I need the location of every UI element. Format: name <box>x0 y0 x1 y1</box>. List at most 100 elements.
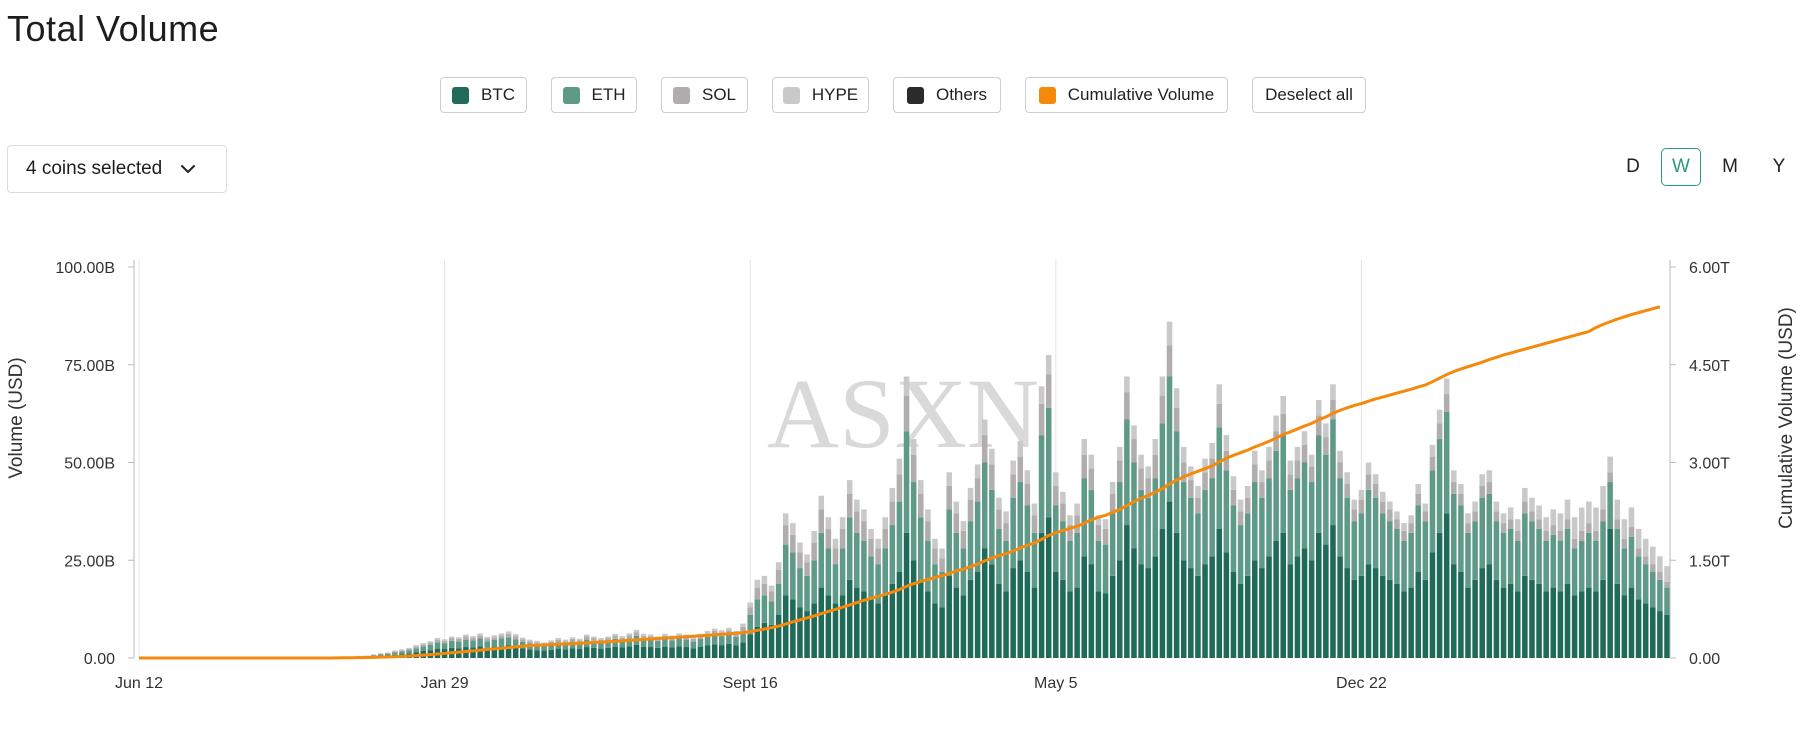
bar-sol <box>839 528 846 549</box>
bar-eth <box>1578 540 1585 592</box>
bar-eth <box>1507 528 1514 584</box>
legend-others-button[interactable]: Others <box>893 77 1001 113</box>
bar-eth <box>1045 407 1052 518</box>
bar-hype <box>1088 454 1095 469</box>
bar-sol <box>1443 394 1450 412</box>
bar-eth <box>1614 528 1621 584</box>
bar-btc <box>1102 593 1109 658</box>
bar-sol <box>1628 527 1635 537</box>
bar-sol <box>1180 462 1187 483</box>
interval-d-button[interactable]: D <box>1626 156 1640 177</box>
eth-swatch <box>562 86 580 104</box>
bar-eth <box>960 548 967 596</box>
bar-eth <box>1266 478 1272 557</box>
bar-hype <box>889 487 896 502</box>
y2-tick-label: 1.50T <box>1689 553 1730 570</box>
bar-sol <box>1252 464 1258 483</box>
bar-sol <box>1244 497 1251 514</box>
bar-btc <box>1408 587 1414 658</box>
bar-sol <box>569 638 576 642</box>
bar-eth <box>1188 497 1194 569</box>
legend-cumulative-button[interactable]: Cumulative Volume <box>1025 77 1228 113</box>
bar-eth <box>1379 513 1386 576</box>
bar-eth <box>1053 505 1059 572</box>
bar-hype <box>1330 384 1336 400</box>
bar-hype <box>1230 476 1237 490</box>
legend-eth-button[interactable]: ETH <box>551 77 637 113</box>
bar-sol <box>1578 530 1585 541</box>
bar-eth <box>804 575 810 612</box>
bar-hype <box>1443 378 1450 395</box>
bar-eth <box>1124 419 1130 526</box>
bar-sol <box>1564 519 1571 529</box>
bar-btc <box>697 646 704 658</box>
bar-eth <box>1415 505 1422 572</box>
bar-btc <box>676 646 682 658</box>
bar-eth <box>662 638 668 647</box>
bar-hype <box>1145 466 1151 479</box>
bar-eth <box>1344 497 1350 569</box>
bar-sol <box>491 637 498 641</box>
bar-hype <box>1593 507 1599 531</box>
bar-hype <box>974 464 981 479</box>
legend-btc-button[interactable]: BTC <box>440 77 527 113</box>
bar-eth <box>1550 534 1557 588</box>
legend-hype-button[interactable]: HYPE <box>772 77 869 113</box>
bar-eth <box>761 595 768 623</box>
bar-btc <box>768 624 775 658</box>
interval-w-button[interactable]: W <box>1661 148 1701 186</box>
bar-eth <box>882 548 888 596</box>
bar-btc <box>1621 595 1628 658</box>
bar-btc <box>612 646 618 658</box>
bar-btc <box>1081 556 1087 658</box>
bar-hype <box>1372 474 1379 484</box>
bar-sol <box>981 435 988 463</box>
bar-sol <box>1415 493 1422 506</box>
bar-eth <box>832 564 839 604</box>
bar-sol <box>1287 474 1294 490</box>
bar-eth <box>1116 482 1123 561</box>
bar-btc <box>1330 525 1336 658</box>
bar-eth <box>591 640 597 648</box>
legend-sol-button[interactable]: SOL <box>661 77 748 113</box>
bar-sol <box>818 509 825 533</box>
deselect-all-button[interactable]: Deselect all <box>1252 77 1366 113</box>
bar-eth <box>1145 497 1151 569</box>
bar-hype <box>1095 515 1102 526</box>
bar-sol <box>1116 460 1123 483</box>
bar-eth <box>1451 493 1457 565</box>
watermark: ASXN <box>767 358 1039 469</box>
bar-eth <box>797 568 803 608</box>
interval-y-button[interactable]: Y <box>1772 156 1786 177</box>
bar-hype <box>1394 511 1400 520</box>
bar-btc <box>1529 579 1535 658</box>
bar-sol <box>1038 403 1045 436</box>
bar-btc <box>1387 579 1393 658</box>
bar-btc <box>775 614 782 658</box>
bar-sol <box>420 644 427 647</box>
interval-m-button[interactable]: M <box>1722 156 1738 177</box>
bar-sol <box>484 638 491 642</box>
bar-hype <box>761 575 768 584</box>
bar-btc <box>960 595 967 658</box>
coins-selector-dropdown[interactable]: 4 coins selected <box>7 145 227 193</box>
bar-sol <box>633 632 640 636</box>
bar-eth <box>903 431 910 533</box>
bar-btc <box>1003 591 1009 658</box>
bar-btc <box>1458 571 1464 658</box>
bar-btc <box>875 603 881 658</box>
bar-eth <box>1571 548 1578 596</box>
bar-eth <box>1593 540 1599 592</box>
bar-hype <box>647 634 654 637</box>
bar-sol <box>1657 571 1663 580</box>
bar-sol <box>733 633 739 637</box>
bar-sol <box>1301 444 1308 463</box>
bar-btc <box>605 647 611 658</box>
bar-sol <box>974 478 981 502</box>
bar-hype <box>1195 485 1201 498</box>
bar-eth <box>711 634 718 645</box>
bar-sol <box>520 639 526 642</box>
bar-eth <box>697 638 704 647</box>
bar-eth <box>1522 513 1528 576</box>
bar-btc <box>1372 568 1379 658</box>
